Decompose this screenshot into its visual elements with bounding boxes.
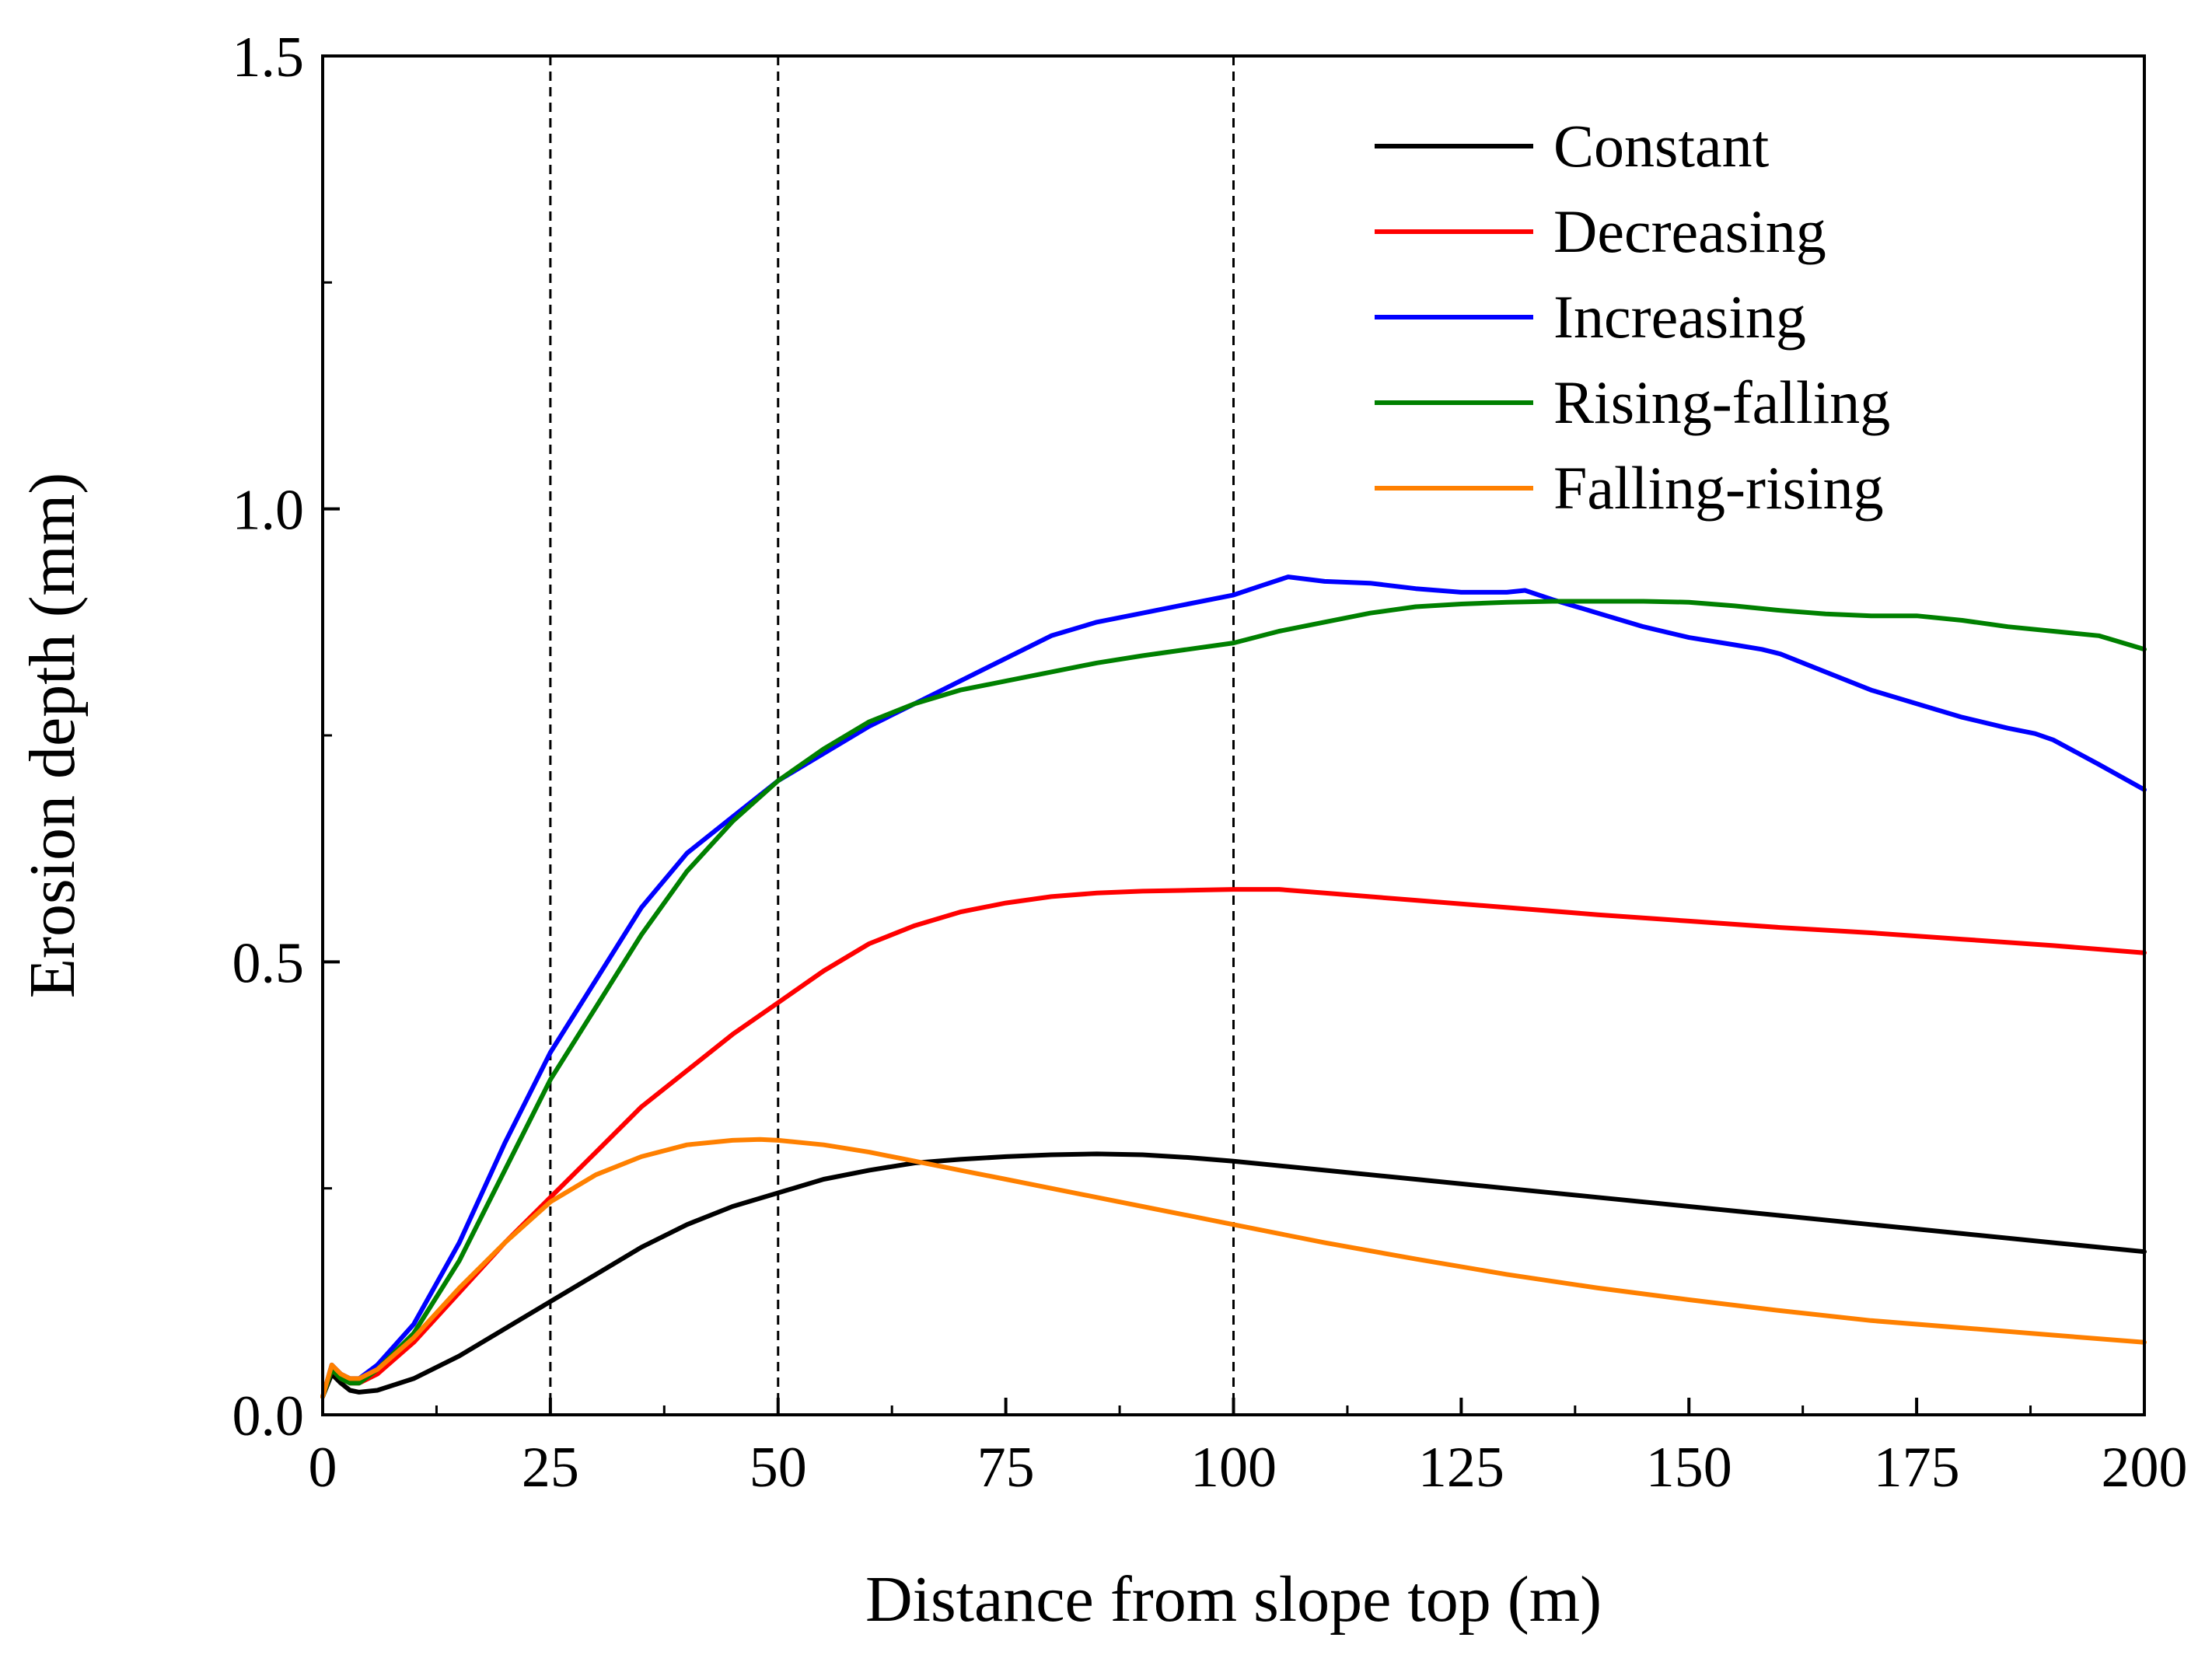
series-lines: [320, 574, 2147, 1399]
series-line-falling-rising: [320, 1137, 2147, 1399]
x-tick-label: 200: [2102, 1436, 2188, 1500]
x-tick-label: 75: [977, 1436, 1035, 1500]
x-tick-label: 0: [309, 1436, 337, 1500]
reference-lines: [549, 56, 1235, 1415]
x-tick-label: 50: [750, 1436, 807, 1500]
series-line-decreasing: [320, 887, 2147, 1399]
y-tick-label: 1.5: [232, 26, 305, 89]
x-tick-label: 25: [522, 1436, 579, 1500]
legend-label-increasing: Increasing: [1553, 283, 1806, 351]
legend-label-decreasing: Decreasing: [1553, 197, 1826, 265]
y-axis: 0.0 0.5 1.0 1.5: [232, 26, 340, 1448]
x-axis-title: Distance from slope top (m): [865, 1563, 1602, 1636]
x-axis: 0 25 50 75 100 125 150 175 200: [309, 1398, 2188, 1500]
legend: Constant Decreasing Increasing Rising-falli…: [1375, 112, 1890, 522]
x-tick-label: 125: [1418, 1436, 1504, 1500]
legend-label-falling-rising: Falling-rising: [1553, 454, 1884, 522]
series-line-increasing: [320, 574, 2147, 1399]
x-tick-label: 175: [1874, 1436, 1960, 1500]
y-tick-label: 0.5: [232, 931, 305, 995]
y-axis-title: Erosion depth (mm): [16, 473, 89, 999]
x-tick-label: 150: [1646, 1436, 1732, 1500]
y-tick-label: 0.0: [232, 1384, 305, 1448]
y-tick-label: 1.0: [232, 479, 305, 543]
legend-label-rising-falling: Rising-falling: [1553, 368, 1890, 436]
legend-label-constant: Constant: [1553, 112, 1770, 180]
x-tick-label: 100: [1190, 1436, 1277, 1500]
series-line-rising-falling: [320, 599, 2147, 1399]
